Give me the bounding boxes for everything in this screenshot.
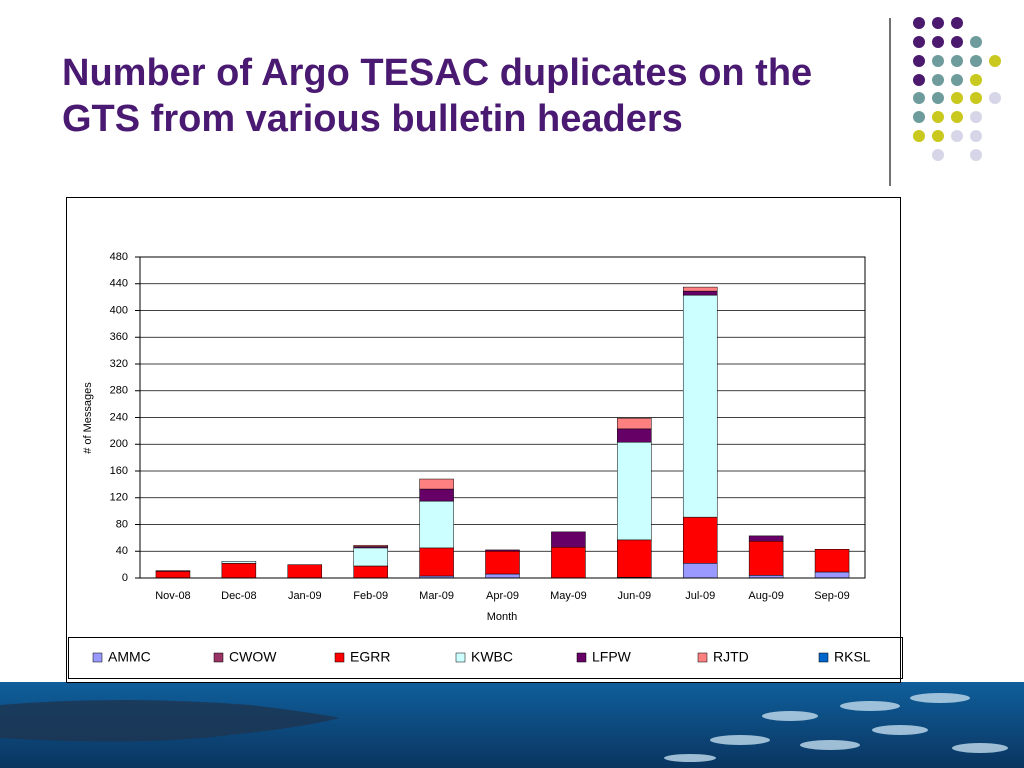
bar-segment (617, 441, 652, 541)
bar-segment (682, 290, 718, 296)
legend-label: LFPW (592, 649, 632, 665)
legend-label: RKSL (834, 649, 871, 665)
bar-segment (221, 563, 257, 579)
y-tick-label: 200 (110, 438, 128, 450)
x-tick-label: Jan-09 (288, 590, 322, 602)
bar-segment (485, 573, 520, 579)
bar-segment (419, 547, 454, 577)
y-tick-label: 40 (116, 545, 128, 557)
legend-frame (68, 637, 903, 679)
x-tick-label: Apr-09 (486, 590, 519, 602)
y-tick-label: 160 (110, 465, 128, 477)
bar-segment (748, 535, 784, 542)
x-axis-title: Month (487, 611, 518, 623)
legend-swatch (334, 652, 345, 663)
x-tick-label: Jul-09 (685, 590, 715, 602)
bar-segment (682, 516, 718, 564)
bar-segment (682, 286, 718, 292)
x-tick-label: Jun-09 (617, 590, 651, 602)
bar-segment (419, 500, 454, 549)
bar-segment (419, 478, 454, 490)
dots (913, 17, 1001, 161)
bar-segment (682, 294, 718, 518)
bar-segment (221, 561, 257, 564)
legend-label: RJTD (713, 649, 749, 665)
whale (0, 700, 340, 742)
bar-segment (419, 488, 454, 502)
bar-segment (155, 570, 191, 572)
x-tick-label: Sep-09 (814, 590, 849, 602)
bar-segment (353, 547, 388, 567)
fish (664, 693, 1008, 762)
x-tick-label: May-09 (550, 590, 587, 602)
legend-label: CWOW (229, 649, 277, 665)
y-tick-label: 440 (110, 278, 128, 290)
bar-segment (551, 546, 586, 579)
legend-swatch (92, 652, 103, 663)
bar-segment (617, 428, 652, 443)
legend-swatch (455, 652, 466, 663)
legend-label: EGRR (350, 649, 390, 665)
y-tick-label: 320 (110, 358, 128, 370)
legend-label: AMMC (108, 649, 151, 665)
y-tick-label: 280 (110, 385, 128, 397)
y-tick-label: 120 (110, 492, 128, 504)
y-axis-title: # of Messages (82, 382, 94, 454)
legend-label: KWBC (471, 649, 513, 665)
x-tick-label: Dec-08 (221, 590, 256, 602)
bar-segment (353, 544, 388, 547)
bar-segment (617, 417, 652, 430)
bar-segment (682, 563, 718, 579)
bar-segment (814, 548, 850, 573)
bar-segment (155, 571, 191, 579)
x-tick-label: Feb-09 (353, 590, 388, 602)
bar-segment (814, 571, 850, 579)
y-tick-label: 400 (110, 304, 128, 316)
legend-swatch (818, 652, 829, 663)
bar-segment (551, 531, 586, 548)
y-tick-label: 360 (110, 331, 128, 343)
bar-segment (485, 549, 520, 552)
bar-segment (287, 564, 323, 579)
legend-swatch (697, 652, 708, 663)
x-tick-label: Aug-09 (748, 590, 783, 602)
legend-swatch (213, 652, 224, 663)
x-tick-label: Mar-09 (419, 590, 454, 602)
y-tick-label: 80 (116, 518, 128, 530)
bar-segment (617, 539, 652, 578)
bar-segment (485, 551, 520, 575)
bar-segment (748, 540, 784, 576)
legend-swatch (576, 652, 587, 663)
y-tick-label: 480 (110, 251, 128, 263)
y-tick-label: 0 (122, 572, 128, 584)
bar-segment (353, 565, 388, 579)
slide-title: Number of Argo TESAC duplicates on the G… (62, 52, 813, 140)
x-tick-label: Nov-08 (155, 590, 190, 602)
y-tick-label: 240 (110, 411, 128, 423)
